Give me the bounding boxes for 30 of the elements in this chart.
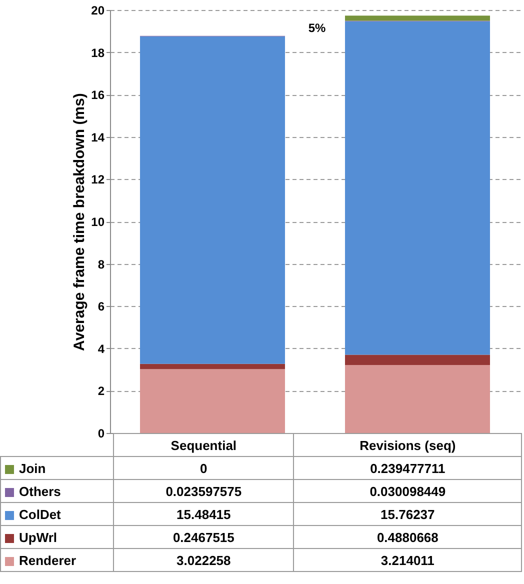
x-tick-label: Revisions (seq) bbox=[294, 434, 522, 456]
legend-label: Renderer bbox=[0, 548, 114, 572]
data-label: 3.022258 bbox=[114, 548, 294, 572]
legend-label: Join bbox=[0, 456, 114, 480]
y-tick-label: 0 bbox=[98, 426, 105, 440]
y-tick-label: 6 bbox=[98, 300, 105, 314]
y-axis-title: Average frame time breakdown (ms) bbox=[71, 93, 88, 351]
data-label: 0 bbox=[114, 456, 294, 480]
data-label: 0.2467515 bbox=[114, 526, 294, 548]
data-label: 0.239477711 bbox=[294, 456, 522, 480]
data-label: 15.76237 bbox=[294, 502, 522, 526]
y-tick-label: 20 bbox=[91, 4, 105, 18]
y-tick-label: 18 bbox=[91, 46, 105, 60]
data-label: 3.214011 bbox=[294, 548, 522, 572]
y-tick-label: 12 bbox=[91, 172, 105, 187]
y-tick-label: 14 bbox=[91, 130, 105, 144]
data-label: 0.030098449 bbox=[294, 480, 522, 502]
y-tick-label: 4 bbox=[98, 342, 105, 356]
legend-label: UpWrl bbox=[0, 526, 114, 548]
y-tick-label: 10 bbox=[91, 215, 105, 229]
data-label: 0.4880668 bbox=[294, 526, 522, 548]
y-tick-label: 8 bbox=[98, 257, 105, 272]
legend-label: ColDet bbox=[0, 502, 114, 526]
y-tick-label: 16 bbox=[91, 88, 105, 102]
data-label: 15.48415 bbox=[114, 502, 294, 526]
x-tick-label: Sequential bbox=[114, 434, 294, 456]
y-tick-label: 2 bbox=[98, 384, 105, 398]
annotation: 5% bbox=[308, 21, 326, 35]
legend-label: Others bbox=[0, 480, 114, 502]
data-label: 0.023597575 bbox=[114, 480, 294, 502]
